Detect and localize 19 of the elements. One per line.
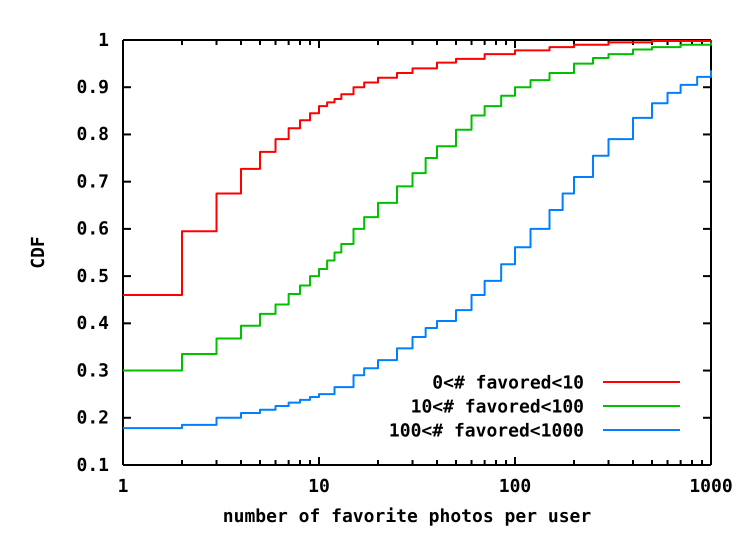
y-tick-label: 0.2 xyxy=(76,408,109,429)
y-tick-label: 0.5 xyxy=(76,266,109,287)
x-tick-label: 100 xyxy=(498,476,532,497)
y-axis-title: CDF xyxy=(28,236,49,269)
y-tick-label: 1 xyxy=(98,30,109,51)
x-tick-label: 10 xyxy=(308,476,330,497)
y-tick-label: 0.1 xyxy=(76,454,109,476)
legend-label: 100<# favored<1000 xyxy=(388,420,584,442)
x-tick-label: 1000 xyxy=(689,476,733,497)
y-tick-label: 0.8 xyxy=(76,124,109,146)
legend-label: 10<# favored<100 xyxy=(410,396,584,418)
y-tick-label: 0.6 xyxy=(76,218,109,240)
y-tick-label: 0.3 xyxy=(76,360,109,382)
x-tick-label: 1 xyxy=(118,476,128,497)
legend-label: 0<# favored<10 xyxy=(432,372,584,394)
y-tick-label: 0.9 xyxy=(76,76,109,98)
x-axis-title: number of favorite photos per user xyxy=(222,506,592,527)
y-tick-label: 0.4 xyxy=(76,313,110,334)
y-tick-label: 0.7 xyxy=(76,171,109,192)
